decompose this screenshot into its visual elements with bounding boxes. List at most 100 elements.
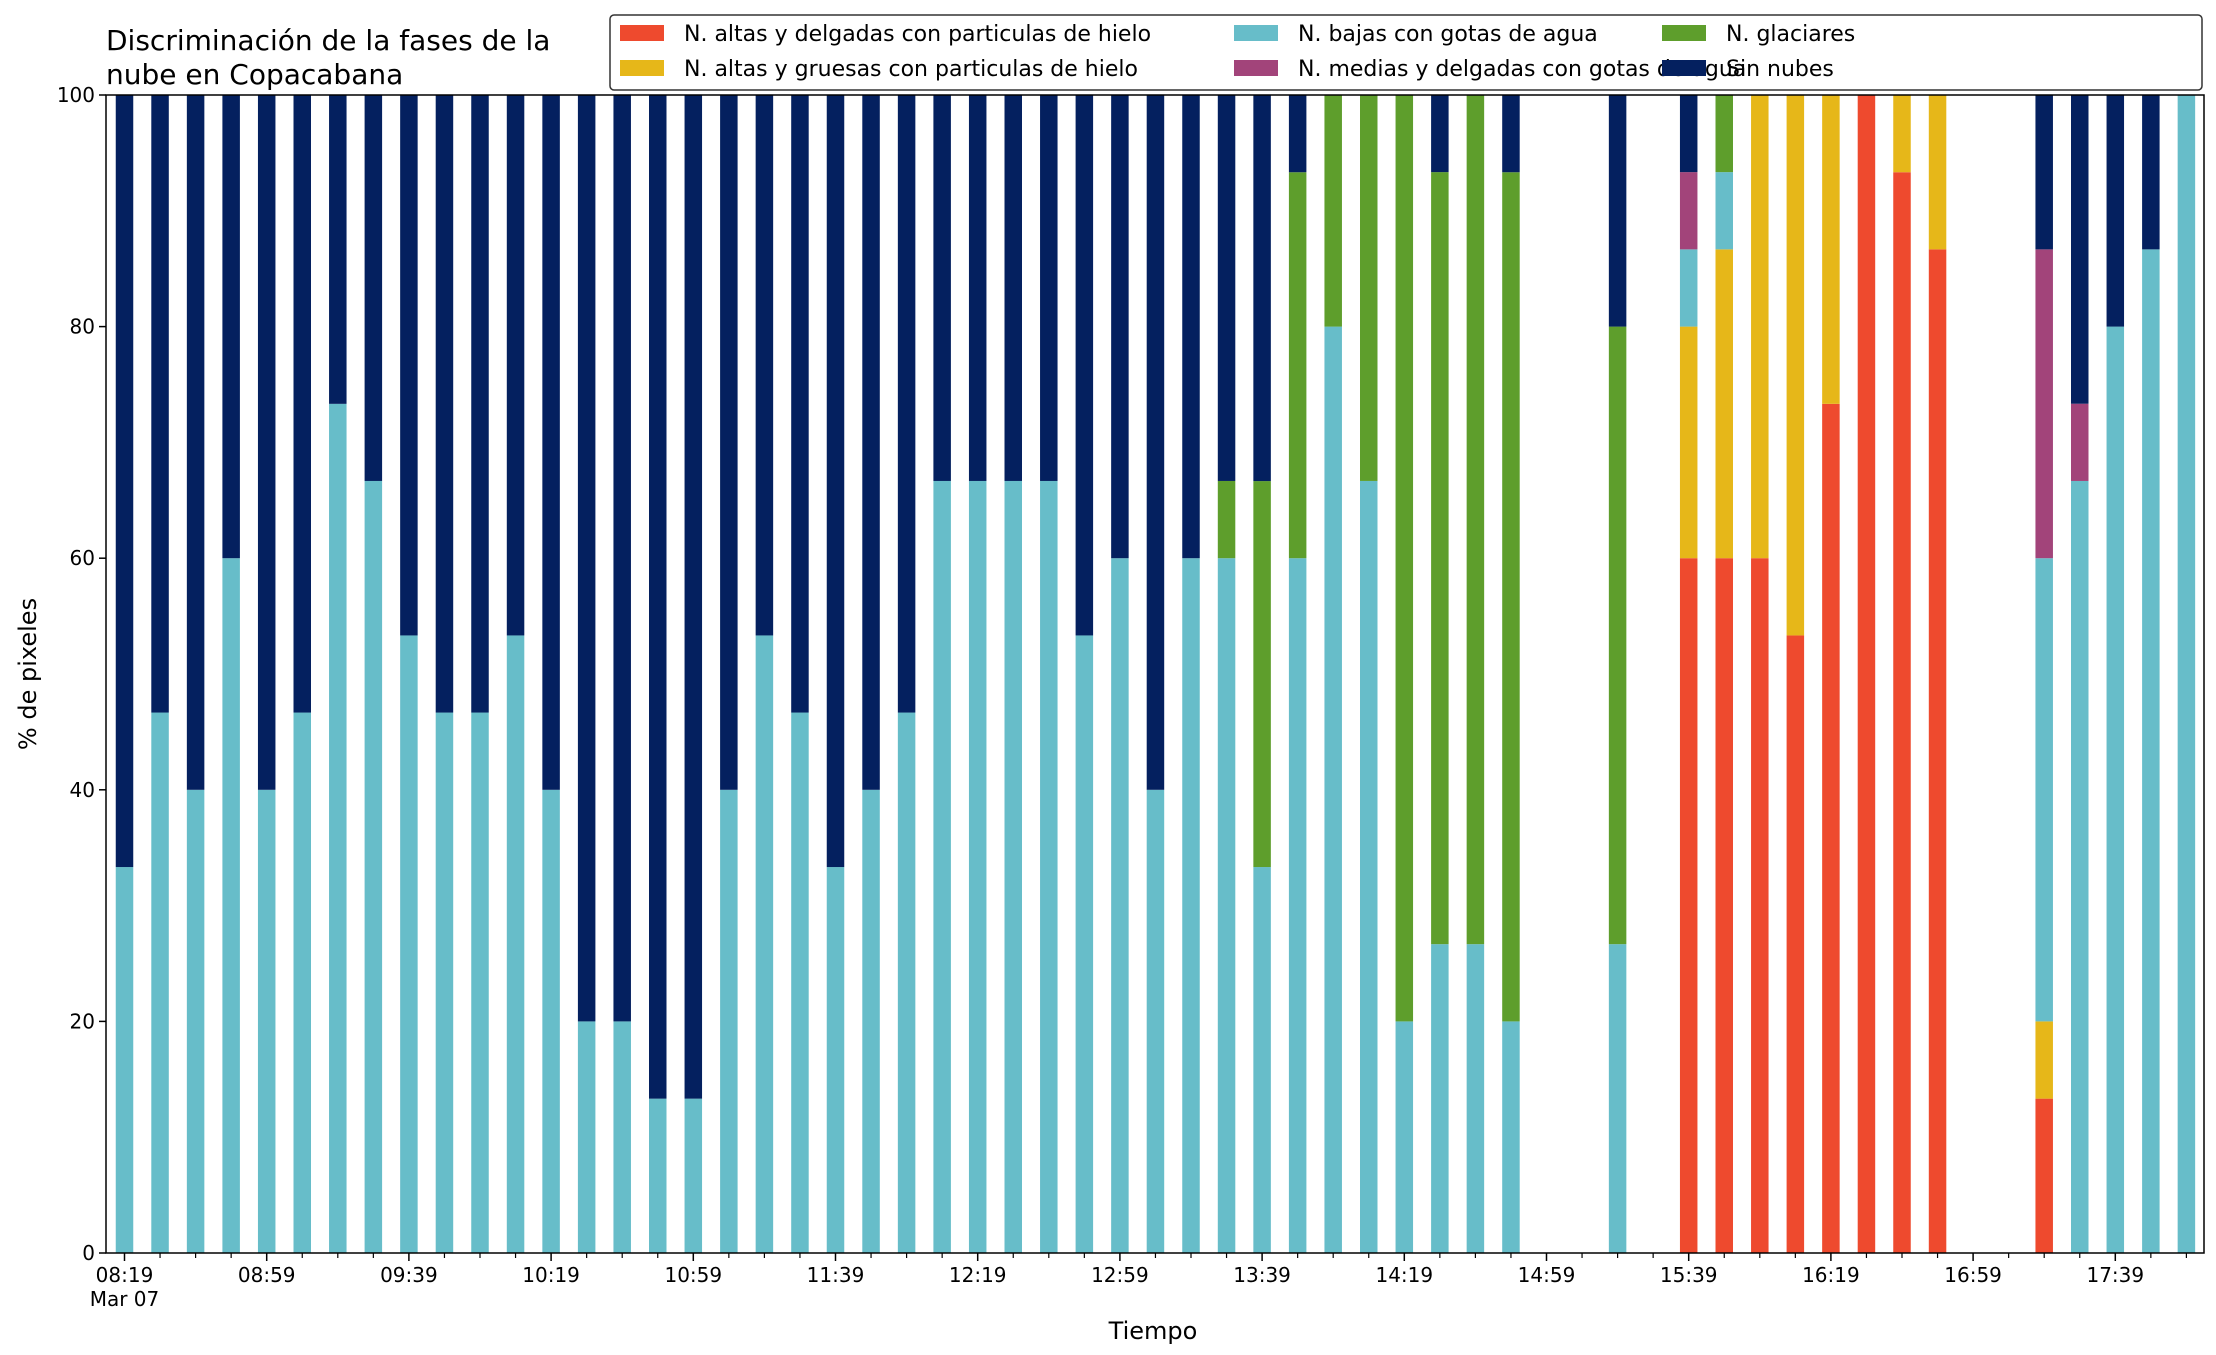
bar-segment-15-series-2 bbox=[649, 1098, 667, 1253]
bar-segment-51-series-0 bbox=[1928, 249, 1947, 1254]
bar-segment-5-series-2 bbox=[293, 712, 311, 1253]
bar-segment-14-series-5 bbox=[613, 95, 631, 1022]
bar-segment-37-series-5 bbox=[1431, 94, 1449, 173]
y-tick-label-3: 60 bbox=[70, 546, 95, 570]
x-tick-label-3: 10:19 bbox=[522, 1263, 580, 1287]
bar-segment-10-series-2 bbox=[471, 712, 489, 1253]
bar-segment-29-series-5 bbox=[1146, 95, 1165, 790]
bar-segment-39-series-5 bbox=[1502, 95, 1520, 173]
bar-segment-0-series-5 bbox=[115, 95, 134, 868]
bar-segment-19-series-5 bbox=[791, 95, 809, 713]
bar-segment-54-series-5 bbox=[2035, 95, 2053, 250]
legend-label-1: N. altas y gruesas con particulas de hie… bbox=[684, 57, 1138, 82]
bar-segment-54-series-3 bbox=[2035, 249, 2053, 559]
x-tick-label-13: 16:59 bbox=[1944, 1263, 2002, 1287]
bar-segment-27-series-5 bbox=[1075, 95, 1094, 636]
bar-segment-29-series-2 bbox=[1146, 789, 1165, 1253]
bar-segment-20-series-5 bbox=[826, 95, 845, 868]
bar-segment-54-series-2 bbox=[2035, 558, 2053, 1022]
legend-label-5: Sin nubes bbox=[1726, 57, 1834, 82]
chart-title: Discriminación de la fases de la nube en… bbox=[106, 24, 550, 91]
bar-segment-9-series-2 bbox=[435, 712, 454, 1253]
bar-segment-51-series-1 bbox=[1928, 95, 1947, 250]
bar-segment-31-series-4 bbox=[1217, 480, 1236, 559]
y-tick-label-4: 80 bbox=[70, 315, 95, 339]
x-tick-label-7: 12:59 bbox=[1091, 1263, 1149, 1287]
bar-segment-44-series-1 bbox=[1679, 326, 1698, 559]
x-tick-sublabel: Mar 07 bbox=[90, 1287, 160, 1311]
bar-segment-46-series-0 bbox=[1751, 558, 1769, 1253]
bar-segment-10-series-5 bbox=[471, 95, 489, 713]
bar-segment-21-series-2 bbox=[862, 789, 880, 1253]
bar-segment-47-series-1 bbox=[1786, 95, 1805, 636]
bar-segment-42-series-5 bbox=[1608, 95, 1627, 327]
bar-segment-9-series-5 bbox=[435, 95, 454, 713]
bar-segment-19-series-2 bbox=[791, 712, 809, 1253]
bar-segment-14-series-2 bbox=[613, 1021, 631, 1253]
bar-segment-54-series-0 bbox=[2035, 1098, 2053, 1253]
bar-segment-26-series-5 bbox=[1040, 95, 1058, 481]
legend: N. altas y delgadas con particulas de hi… bbox=[609, 14, 2203, 91]
legend-swatch-5 bbox=[1662, 60, 1706, 76]
bar-segment-48-series-0 bbox=[1822, 403, 1840, 1254]
y-tick-label-2: 40 bbox=[70, 778, 95, 802]
chart-title-line-2: nube en Copacabana bbox=[106, 58, 403, 91]
bar-segment-39-series-4 bbox=[1502, 172, 1520, 1022]
y-tick-label-1: 20 bbox=[70, 1009, 95, 1033]
bar-segment-47-series-0 bbox=[1786, 635, 1805, 1253]
bar-segment-13-series-5 bbox=[577, 95, 596, 1022]
bar-segment-55-series-5 bbox=[2071, 94, 2089, 404]
legend-swatch-0 bbox=[620, 25, 664, 41]
bar-segment-12-series-5 bbox=[542, 95, 560, 790]
bar-segment-2-series-5 bbox=[186, 95, 205, 790]
x-tick-label-2: 09:39 bbox=[380, 1263, 438, 1287]
legend-swatch-4 bbox=[1662, 25, 1706, 41]
bar-segment-24-series-2 bbox=[968, 480, 987, 1254]
x-tick-label-4: 10:59 bbox=[664, 1263, 722, 1287]
x-tick-label-10: 14:59 bbox=[1518, 1263, 1576, 1287]
bar-segment-32-series-4 bbox=[1253, 481, 1271, 868]
bar-segment-45-series-1 bbox=[1715, 249, 1733, 559]
bar-segment-22-series-2 bbox=[897, 712, 916, 1253]
bar-segment-11-series-2 bbox=[506, 635, 525, 1253]
bar-segment-37-series-4 bbox=[1431, 172, 1449, 945]
bar-segment-25-series-5 bbox=[1004, 95, 1022, 481]
bar-segment-36-series-4 bbox=[1395, 95, 1414, 1022]
bar-segment-50-series-0 bbox=[1893, 172, 1911, 1254]
bar-segment-44-series-5 bbox=[1679, 94, 1698, 173]
legend-label-0: N. altas y delgadas con particulas de hi… bbox=[684, 22, 1151, 47]
bar-segment-57-series-2 bbox=[2142, 249, 2160, 1254]
bar-segment-7-series-2 bbox=[364, 480, 383, 1254]
bar-segment-44-series-0 bbox=[1679, 558, 1698, 1253]
x-axis: 08:19 08:59 09:39 10:19 10:59 11:39 12:19 12:59… bbox=[90, 1253, 2187, 1311]
y-tick-label-5: 100 bbox=[57, 83, 95, 107]
legend-swatch-3 bbox=[1234, 60, 1278, 76]
x-tick-label-0: 08:19 bbox=[96, 1263, 154, 1287]
bars-layer bbox=[115, 94, 2196, 1254]
bar-segment-8-series-5 bbox=[400, 95, 418, 636]
bar-segment-17-series-2 bbox=[720, 789, 738, 1253]
legend-swatch-2 bbox=[1234, 25, 1278, 41]
bar-segment-33-series-4 bbox=[1288, 172, 1307, 559]
bar-segment-57-series-5 bbox=[2142, 95, 2160, 250]
bar-segment-45-series-4 bbox=[1715, 94, 1733, 173]
bar-segment-0-series-2 bbox=[115, 867, 134, 1253]
bar-segment-5-series-5 bbox=[293, 95, 311, 713]
bar-segment-31-series-2 bbox=[1217, 558, 1236, 1253]
bar-segment-16-series-2 bbox=[684, 1098, 703, 1253]
bar-segment-56-series-5 bbox=[2106, 95, 2125, 327]
bar-segment-30-series-5 bbox=[1182, 95, 1200, 559]
bar-segment-39-series-2 bbox=[1502, 1021, 1520, 1253]
bar-segment-28-series-2 bbox=[1111, 558, 1129, 1253]
bar-segment-32-series-5 bbox=[1253, 95, 1271, 482]
bar-segment-56-series-2 bbox=[2106, 326, 2125, 1254]
bar-segment-22-series-5 bbox=[897, 95, 916, 713]
bar-segment-50-series-1 bbox=[1893, 95, 1911, 173]
x-tick-label-6: 12:19 bbox=[949, 1263, 1007, 1287]
bar-segment-55-series-2 bbox=[2071, 480, 2089, 1254]
chart-title-line-1: Discriminación de la fases de la bbox=[106, 24, 550, 57]
bar-segment-8-series-2 bbox=[400, 635, 418, 1253]
bar-segment-30-series-2 bbox=[1182, 558, 1200, 1253]
bar-segment-31-series-5 bbox=[1217, 95, 1236, 481]
